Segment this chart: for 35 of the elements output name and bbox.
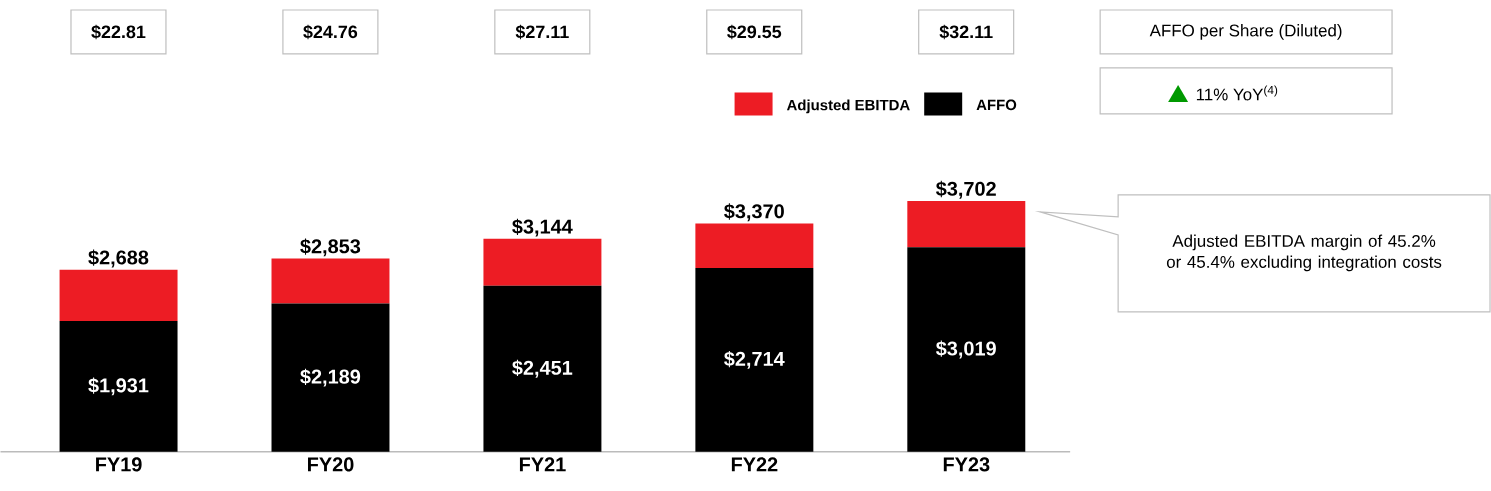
- text: $32.11: [939, 24, 993, 40]
- x-tick-label: FY22: [731, 457, 778, 472]
- text: $24.76: [303, 24, 358, 40]
- bar: [59, 269, 178, 322]
- bar: [907, 201, 1026, 248]
- x-tick-label: FY23: [943, 457, 990, 472]
- text: $29.55: [727, 24, 782, 40]
- data-label: $2,451: [512, 359, 573, 378]
- bar: [695, 223, 814, 268]
- text: AFFO per Share (Diluted): [1149, 24, 1342, 40]
- total-label: $2,688: [88, 249, 149, 268]
- legend-label: AFFO: [976, 99, 1017, 111]
- bar: [483, 238, 602, 286]
- x-tick-label: FY21: [519, 457, 566, 472]
- bar: [59, 321, 178, 452]
- x-tick-label: FY20: [308, 457, 354, 472]
- bar: [907, 247, 1026, 452]
- bar: [271, 303, 390, 452]
- total-label: $2,853: [300, 238, 361, 257]
- text: $27.11: [515, 24, 569, 40]
- data-label: $2,714: [724, 351, 785, 369]
- data-label: $1,931: [88, 377, 149, 396]
- bar: [483, 285, 602, 452]
- legend-label: Adjusted EBITDA: [786, 99, 910, 114]
- text: 11% YoY$^{(4)}$: [1196, 85, 1278, 101]
- text: $22.81: [91, 24, 146, 40]
- total-label: $3,370: [724, 203, 784, 222]
- bar: [695, 267, 814, 452]
- total-label: $3,702: [935, 180, 996, 199]
- data-label: $3,019: [935, 340, 996, 359]
- text: Adjusted EBITDA margin of 45.2% or 45.4% excluding integration costs: [1166, 234, 1442, 272]
- data-label: $2,189: [300, 368, 361, 387]
- x-tick-label: FY19: [96, 457, 142, 472]
- total-label: $3,144: [512, 218, 573, 237]
- bar: [271, 258, 390, 304]
